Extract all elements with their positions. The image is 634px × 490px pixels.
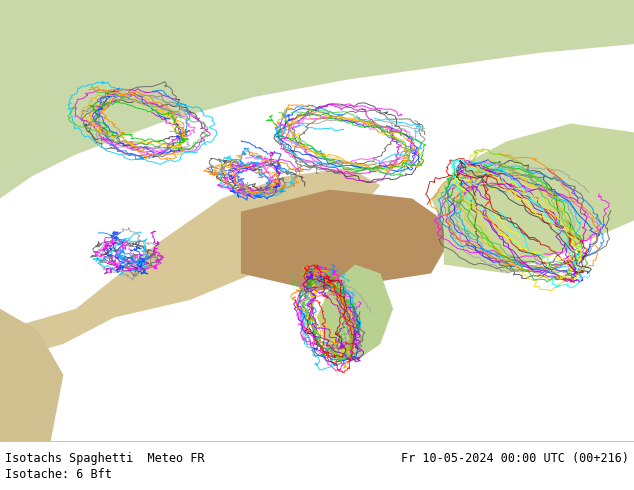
Polygon shape	[0, 309, 63, 441]
Polygon shape	[431, 123, 634, 273]
Text: Isotachs Spaghetti  Meteo FR: Isotachs Spaghetti Meteo FR	[5, 452, 205, 465]
Polygon shape	[0, 168, 380, 362]
Polygon shape	[0, 0, 634, 198]
Polygon shape	[317, 265, 393, 362]
Polygon shape	[241, 190, 456, 291]
Text: Fr 10-05-2024 00:00 UTC (00+216): Fr 10-05-2024 00:00 UTC (00+216)	[401, 452, 629, 465]
Text: Isotache: 6 Bft: Isotache: 6 Bft	[5, 468, 112, 481]
